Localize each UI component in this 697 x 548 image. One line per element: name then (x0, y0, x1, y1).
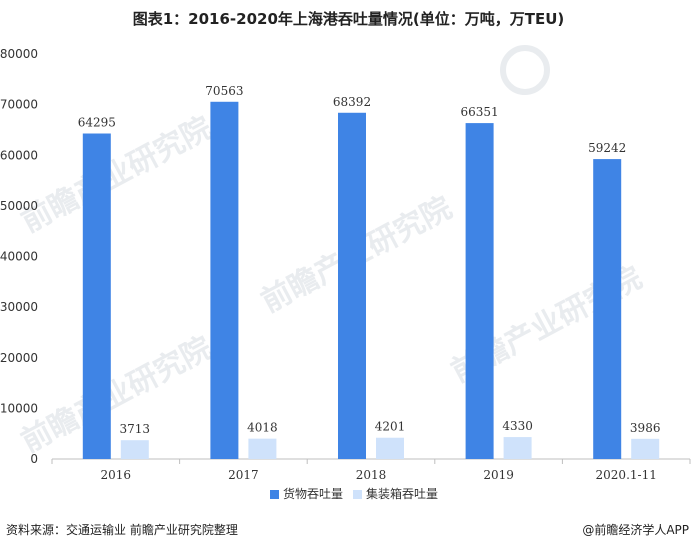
bar-cargo (593, 159, 622, 459)
bar-container (248, 438, 277, 459)
data-label: 59242 (588, 141, 626, 155)
x-tick-label: 2017 (228, 468, 259, 482)
data-label: 64295 (78, 116, 116, 130)
legend-swatch-cargo (270, 490, 279, 499)
x-tick-label: 2018 (356, 468, 387, 482)
bar-cargo (338, 112, 366, 459)
legend-label: 集装箱吞吐量 (366, 486, 438, 501)
bar-cargo (465, 123, 494, 460)
bar-container (120, 440, 149, 459)
chart-title: 图表1：2016-2020年上海港吞吐量情况(单位：万吨，万TEU) (132, 10, 565, 28)
bar-container (631, 438, 660, 459)
data-label: 66351 (461, 105, 499, 119)
data-label: 68392 (333, 95, 371, 109)
data-label: 4201 (375, 420, 406, 434)
data-label: 3986 (630, 421, 661, 435)
bar-container (503, 437, 532, 459)
y-tick-label: 30000 (0, 300, 38, 314)
y-tick-label: 60000 (0, 148, 38, 162)
y-tick-label: 80000 (0, 47, 38, 61)
y-tick-label: 0 (30, 452, 38, 466)
data-label: 3713 (120, 422, 151, 436)
bar-cargo (210, 101, 239, 459)
brand-credit: @前瞻经济学人APP (582, 523, 689, 537)
x-tick-label: 2019 (483, 468, 514, 482)
data-label: 4330 (502, 419, 533, 433)
x-tick-label: 2016 (101, 468, 132, 482)
source-note: 资料来源：交通运输业 前瞻产业研究院整理 (6, 523, 238, 537)
x-tick-label: 2020.1-11 (596, 468, 657, 482)
y-tick-label: 20000 (0, 351, 38, 365)
legend-label: 货物吞吐量 (283, 486, 343, 501)
y-tick-label: 50000 (0, 199, 38, 213)
data-label: 4018 (247, 421, 278, 435)
bar-container (376, 437, 404, 459)
legend-swatch-container (353, 490, 362, 499)
bar-cargo (82, 133, 111, 459)
y-tick-label: 10000 (0, 401, 38, 415)
data-label: 70563 (205, 84, 243, 98)
y-tick-label: 70000 (0, 98, 38, 112)
y-tick-label: 40000 (0, 250, 38, 264)
